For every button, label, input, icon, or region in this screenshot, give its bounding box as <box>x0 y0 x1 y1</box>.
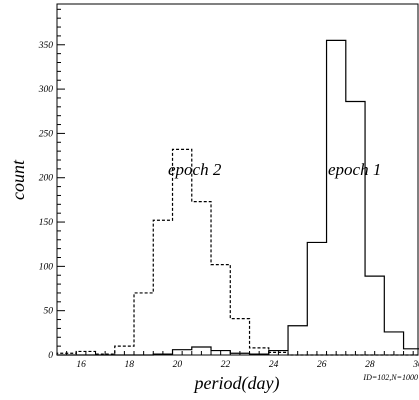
x-tick-label: 24 <box>269 360 279 370</box>
x-tick-label: 18 <box>124 360 134 370</box>
x-tick-label: 22 <box>221 360 231 370</box>
x-tick-label: 28 <box>365 360 375 370</box>
y-tick-label: 350 <box>38 41 54 51</box>
x-tick-label: 26 <box>317 360 327 370</box>
y-tick-label: 200 <box>39 174 54 184</box>
epoch-2-outline <box>56 148 419 356</box>
footnote: ID=102,N=1000 <box>362 373 418 382</box>
y-axis-title: count <box>8 159 28 200</box>
x-tick-label: 30 <box>412 360 419 370</box>
y-tick-label: 50 <box>44 307 54 317</box>
epoch-2-annotation: epoch 2 <box>168 160 222 179</box>
series-outlines <box>56 39 419 356</box>
y-tick-label: 0 <box>48 351 53 361</box>
x-axis-title: period(day) <box>193 373 280 394</box>
x-tick-label: 20 <box>173 360 183 370</box>
y-tick-label: 300 <box>38 85 54 95</box>
y-tick-label: 150 <box>39 218 54 228</box>
tick-labels: 1618202224262830050100150200250300350 <box>38 41 419 370</box>
epoch-1-annotation: epoch 1 <box>328 160 381 179</box>
x-tick-label: 16 <box>76 360 86 370</box>
y-tick-label: 250 <box>39 129 54 139</box>
y-tick-label: 100 <box>39 262 54 272</box>
plot-frame <box>56 3 419 356</box>
epoch-1-outline <box>57 39 419 356</box>
